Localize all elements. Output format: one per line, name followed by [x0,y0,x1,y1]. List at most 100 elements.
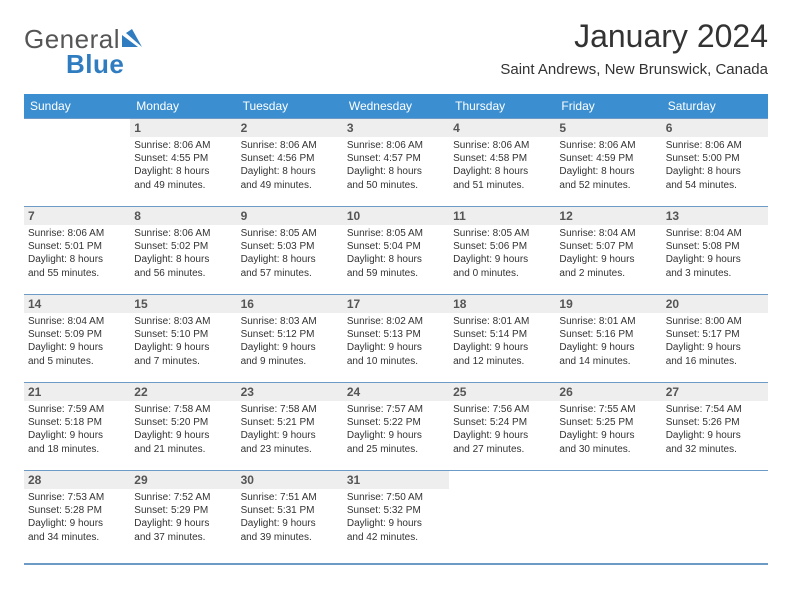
sunset-text: Sunset: 5:28 PM [28,504,126,517]
day-header: Thursday [449,94,555,119]
day-info: Sunrise: 8:06 AMSunset: 4:59 PMDaylight:… [559,139,657,192]
sunset-text: Sunset: 5:32 PM [347,504,445,517]
sunset-text: Sunset: 5:01 PM [28,240,126,253]
daylight-text: Daylight: 9 hours [453,253,551,266]
sunset-text: Sunset: 5:25 PM [559,416,657,429]
sunrise-text: Sunrise: 7:57 AM [347,403,445,416]
sunset-text: Sunset: 5:02 PM [134,240,232,253]
day-number: 6 [662,119,768,137]
sunset-text: Sunset: 5:08 PM [666,240,764,253]
calendar-cell: 6Sunrise: 8:06 AMSunset: 5:00 PMDaylight… [662,119,768,207]
calendar-cell: 23Sunrise: 7:58 AMSunset: 5:21 PMDayligh… [237,383,343,471]
sunrise-text: Sunrise: 8:06 AM [28,227,126,240]
calendar-cell [24,119,130,207]
day-number [555,471,661,475]
calendar-cell [449,471,555,559]
daylight-text: and 3 minutes. [666,267,764,280]
sunrise-text: Sunrise: 8:03 AM [134,315,232,328]
sunset-text: Sunset: 5:17 PM [666,328,764,341]
daylight-text: Daylight: 8 hours [134,253,232,266]
daylight-text: Daylight: 8 hours [559,165,657,178]
daylight-text: and 16 minutes. [666,355,764,368]
calendar-cell: 26Sunrise: 7:55 AMSunset: 5:25 PMDayligh… [555,383,661,471]
day-header-row: Sunday Monday Tuesday Wednesday Thursday… [24,94,768,119]
day-info: Sunrise: 7:56 AMSunset: 5:24 PMDaylight:… [453,403,551,456]
daylight-text: and 5 minutes. [28,355,126,368]
calendar-week-row: 1Sunrise: 8:06 AMSunset: 4:55 PMDaylight… [24,119,768,207]
daylight-text: and 39 minutes. [241,531,339,544]
daylight-text: Daylight: 9 hours [134,429,232,442]
day-number: 8 [130,207,236,225]
day-number [662,471,768,475]
sunrise-text: Sunrise: 8:00 AM [666,315,764,328]
logo-icon [122,27,144,52]
daylight-text: and 18 minutes. [28,443,126,456]
daylight-text: Daylight: 9 hours [666,429,764,442]
sunset-text: Sunset: 5:21 PM [241,416,339,429]
sunrise-text: Sunrise: 8:02 AM [347,315,445,328]
sunset-text: Sunset: 5:07 PM [559,240,657,253]
sunset-text: Sunset: 5:14 PM [453,328,551,341]
calendar-cell: 12 Sunrise: 8:04 AMSunset: 5:07 PMDayligh… [555,207,661,295]
daylight-text: Daylight: 9 hours [134,341,232,354]
daylight-text: and 9 minutes. [241,355,339,368]
daylight-text: and 54 minutes. [666,179,764,192]
day-number: 14 [24,295,130,313]
calendar-cell: 1Sunrise: 8:06 AMSunset: 4:55 PMDaylight… [130,119,236,207]
day-number: 3 [343,119,449,137]
sunrise-text: Sunrise: 8:01 AM [559,315,657,328]
day-info: Sunrise: 8:01 AMSunset: 5:16 PMDaylight:… [559,315,657,368]
calendar-cell: 9Sunrise: 8:05 AMSunset: 5:03 PMDaylight… [237,207,343,295]
calendar-cell: 28 Sunrise: 7:53 AMSunset: 5:28 PMDayligh… [24,471,130,559]
sunrise-text: Sunrise: 7:53 AM [28,491,126,504]
day-header: Wednesday [343,94,449,119]
sunrise-text: Sunrise: 7:56 AM [453,403,551,416]
day-info: Sunrise: 7:53 AMSunset: 5:28 PMDaylight:… [28,491,126,544]
day-info: Sunrise: 8:06 AMSunset: 4:57 PMDaylight:… [347,139,445,192]
daylight-text: Daylight: 9 hours [28,341,126,354]
day-info: Sunrise: 7:57 AMSunset: 5:22 PMDaylight:… [347,403,445,456]
day-number: 12 [555,207,661,225]
sunset-text: Sunset: 4:59 PM [559,152,657,165]
daylight-text: Daylight: 9 hours [559,253,657,266]
sunrise-text: Sunrise: 8:04 AM [559,227,657,240]
day-info: Sunrise: 8:06 AMSunset: 5:02 PMDaylight:… [134,227,232,280]
sunset-text: Sunset: 5:22 PM [347,416,445,429]
sunrise-text: Sunrise: 8:05 AM [453,227,551,240]
daylight-text: and 2 minutes. [559,267,657,280]
day-number: 16 [237,295,343,313]
logo-text-suffix: Blue [66,49,124,79]
sunrise-text: Sunrise: 8:06 AM [347,139,445,152]
calendar-cell [662,471,768,559]
day-info: Sunrise: 7:55 AMSunset: 5:25 PMDaylight:… [559,403,657,456]
daylight-text: and 7 minutes. [134,355,232,368]
sunrise-text: Sunrise: 7:51 AM [241,491,339,504]
daylight-text: and 25 minutes. [347,443,445,456]
daylight-text: Daylight: 9 hours [241,517,339,530]
day-info: Sunrise: 8:02 AMSunset: 5:13 PMDaylight:… [347,315,445,368]
bottom-separator [24,563,768,565]
day-number: 15 [130,295,236,313]
day-number: 13 [662,207,768,225]
calendar-cell: 25Sunrise: 7:56 AMSunset: 5:24 PMDayligh… [449,383,555,471]
day-info: Sunrise: 8:05 AMSunset: 5:04 PMDaylight:… [347,227,445,280]
sunrise-text: Sunrise: 8:06 AM [666,139,764,152]
day-number: 1 [130,119,236,137]
day-header: Sunday [24,94,130,119]
day-number: 5 [555,119,661,137]
day-info: Sunrise: 7:54 AMSunset: 5:26 PMDaylight:… [666,403,764,456]
calendar-cell: 24Sunrise: 7:57 AMSunset: 5:22 PMDayligh… [343,383,449,471]
sunrise-text: Sunrise: 8:06 AM [453,139,551,152]
calendar-week-row: 28Sunrise: 7:53 AMSunset: 5:28 PMDayligh… [24,471,768,559]
sunrise-text: Sunrise: 7:54 AM [666,403,764,416]
sunset-text: Sunset: 5:12 PM [241,328,339,341]
sunset-text: Sunset: 5:20 PM [134,416,232,429]
sunset-text: Sunset: 4:58 PM [453,152,551,165]
day-number: 28 [24,471,130,489]
day-number: 18 [449,295,555,313]
daylight-text: Daylight: 8 hours [241,253,339,266]
calendar-cell: 18Sunrise: 8:01 AMSunset: 5:14 PMDayligh… [449,295,555,383]
calendar-cell: 3 Sunrise: 8:06 AMSunset: 4:57 PMDaylight… [343,119,449,207]
daylight-text: Daylight: 9 hours [28,517,126,530]
calendar-week-row: 21Sunrise: 7:59 AMSunset: 5:18 PMDayligh… [24,383,768,471]
